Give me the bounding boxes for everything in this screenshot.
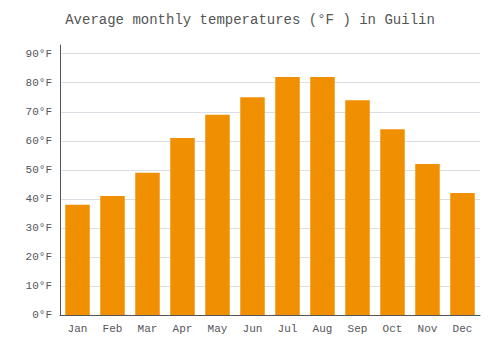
svg-text:Jul: Jul bbox=[278, 323, 298, 335]
svg-text:70°F: 70°F bbox=[26, 106, 52, 118]
svg-text:Feb: Feb bbox=[103, 323, 123, 335]
svg-text:20°F: 20°F bbox=[26, 251, 52, 263]
svg-text:50°F: 50°F bbox=[26, 164, 52, 176]
svg-text:Average monthly temperatures (: Average monthly temperatures (°F ) in Gu… bbox=[65, 12, 435, 28]
svg-text:Oct: Oct bbox=[383, 323, 403, 335]
svg-text:May: May bbox=[208, 323, 228, 335]
svg-text:Apr: Apr bbox=[173, 323, 193, 335]
svg-text:Mar: Mar bbox=[138, 323, 158, 335]
svg-text:Nov: Nov bbox=[418, 323, 438, 335]
svg-text:Aug: Aug bbox=[313, 323, 333, 335]
svg-text:Jun: Jun bbox=[243, 323, 263, 335]
svg-text:40°F: 40°F bbox=[26, 193, 52, 205]
svg-text:30°F: 30°F bbox=[26, 222, 52, 234]
svg-text:60°F: 60°F bbox=[26, 135, 52, 147]
svg-text:10°F: 10°F bbox=[26, 280, 52, 292]
svg-text:Dec: Dec bbox=[453, 323, 473, 335]
svg-text:80°F: 80°F bbox=[26, 77, 52, 89]
svg-text:Sep: Sep bbox=[348, 323, 368, 335]
svg-text:90°F: 90°F bbox=[26, 48, 52, 60]
svg-text:Jan: Jan bbox=[68, 323, 88, 335]
svg-text:0°F: 0°F bbox=[32, 309, 52, 321]
